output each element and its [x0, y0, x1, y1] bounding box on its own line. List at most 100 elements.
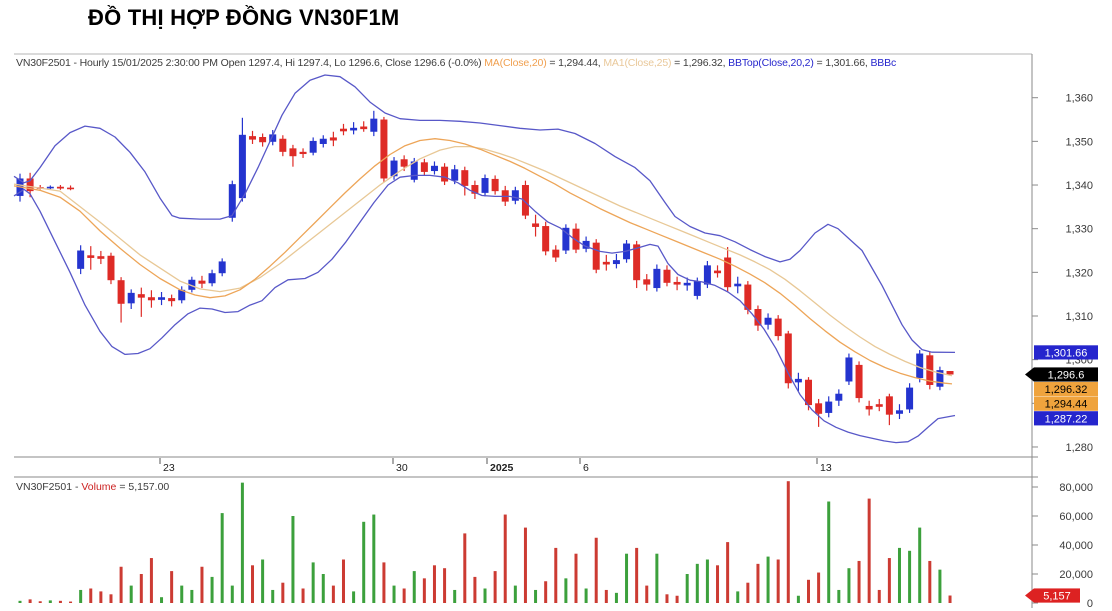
candle-body [491, 178, 499, 192]
volume-bar [230, 585, 234, 603]
candle-body [97, 256, 105, 259]
volume-bar [837, 589, 841, 603]
ma25-line [13, 145, 953, 377]
callout-box [1034, 396, 1098, 411]
volume-bar [817, 572, 821, 603]
candle-body [77, 250, 85, 269]
candle-body [895, 410, 903, 414]
volume-bar [726, 542, 730, 603]
volume-bar [240, 482, 244, 603]
candle-body [825, 401, 833, 413]
volume-bar [807, 579, 811, 603]
candle-body [279, 138, 287, 152]
candle-body [562, 227, 570, 251]
volume-bar [48, 600, 52, 603]
volume-bar [180, 585, 184, 603]
price-callout-0: 1,301.66 [1034, 345, 1098, 360]
price-tick-label: 1,350 [1065, 136, 1093, 148]
candle-body [249, 136, 257, 140]
candle-body [350, 127, 358, 131]
volume-bar [190, 589, 194, 603]
candle-body [289, 148, 297, 157]
price-callout-3: 1,294.44 [1034, 396, 1098, 411]
volume-bar [918, 527, 922, 603]
volume-bar [513, 585, 517, 603]
volume-bar [776, 559, 780, 603]
volume-bar [857, 560, 861, 603]
volume-header-value: = 5,157.00 [116, 481, 170, 493]
volume-bar [948, 595, 952, 603]
volume-bar [422, 578, 426, 603]
volume-bar [908, 550, 912, 603]
main-header-segment-6: = 1,301.66, [813, 57, 871, 69]
volume-bar [827, 501, 831, 603]
volume-header-indicator: Volume [81, 481, 117, 493]
price-tick-label: 1,310 [1065, 311, 1093, 323]
volume-bar [271, 589, 275, 603]
candle-body [107, 255, 115, 281]
candle-body [26, 178, 34, 192]
candle-body [228, 184, 236, 218]
volume-bar [352, 591, 356, 603]
volume-bar [139, 574, 143, 603]
candle-body [734, 283, 742, 287]
candle-body [481, 178, 489, 193]
callout-box [1034, 367, 1098, 382]
candle-body [936, 370, 944, 387]
volume-bar [412, 571, 416, 603]
volume-bar [877, 589, 881, 603]
volume-bar [685, 574, 689, 603]
candle-body [855, 364, 863, 399]
candle-body [188, 279, 196, 290]
price-callout-2: 1,296.32 [1034, 382, 1098, 397]
candles-series [16, 110, 954, 427]
main-header-segment-3: MA1(Close,25) [603, 57, 672, 69]
candle-body [339, 128, 347, 132]
candle-body [360, 126, 368, 130]
candle-body [703, 265, 711, 285]
candle-body [441, 166, 449, 182]
candle-body [370, 118, 378, 132]
volume-bar [705, 559, 709, 603]
volume-tick-label: 20,000 [1059, 569, 1093, 581]
price-tick-label: 1,280 [1065, 442, 1093, 454]
volume-bar [534, 589, 538, 603]
candle-body [178, 289, 186, 301]
candle-body [612, 260, 620, 265]
callout-arrow [1025, 588, 1034, 603]
candle-body [602, 261, 610, 265]
candle-body [663, 269, 671, 283]
x-axis-label: 6 [583, 462, 589, 474]
volume-bar [341, 559, 345, 603]
volume-bar [432, 565, 436, 603]
volume-bar [79, 589, 83, 603]
volume-bar [574, 553, 578, 603]
main-header-segment-7: BBBc [870, 57, 897, 69]
volume-bar [675, 595, 679, 603]
volume-bar [301, 588, 305, 603]
candle-body [865, 405, 873, 410]
volume-bar [655, 553, 659, 603]
volume-bar [503, 514, 507, 603]
callout-value: 1,296.6 [1048, 370, 1085, 382]
volume-bar [796, 595, 800, 603]
callout-value: 1,296.32 [1045, 384, 1088, 396]
candle-body [633, 244, 641, 281]
candle-body [764, 317, 772, 325]
candle-body [56, 186, 64, 189]
candle-body [420, 162, 428, 172]
volume-bar [281, 582, 285, 603]
volume-tick-label: 80,000 [1059, 482, 1093, 494]
volume-bar [554, 547, 558, 603]
volume-bar [887, 558, 891, 603]
callout-arrow [1025, 367, 1034, 382]
volume-bar [928, 560, 932, 603]
volume-bar [170, 571, 174, 603]
candle-body [319, 138, 327, 144]
candle-body [461, 170, 469, 186]
candle-body [683, 282, 691, 286]
x-axis-label: 2025 [490, 462, 514, 474]
candle-body [127, 292, 135, 304]
volume-bar [473, 576, 477, 603]
